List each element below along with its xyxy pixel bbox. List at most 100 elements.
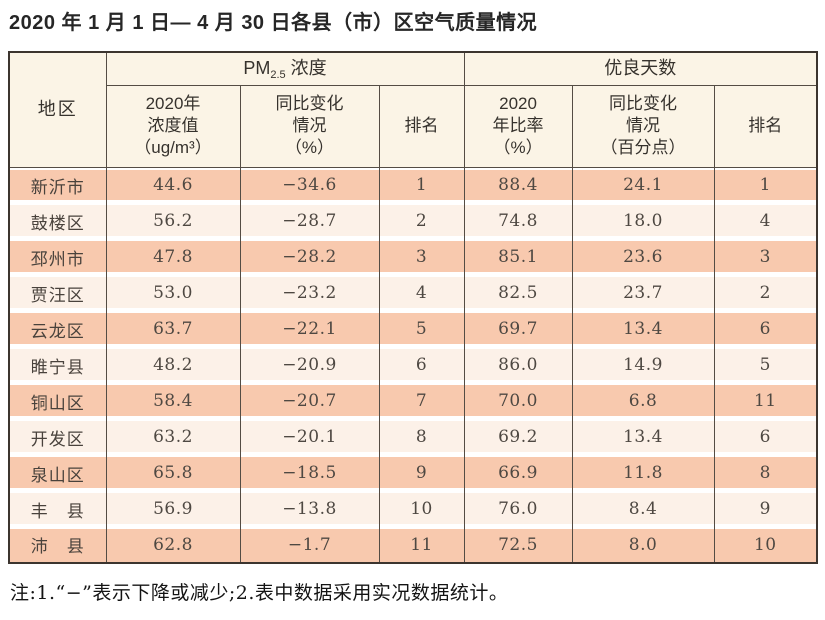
good-rank-cell: 3 xyxy=(713,239,818,275)
pm-change-cell: −1.7 xyxy=(239,527,380,563)
header-group-row: 地区 PM2.5 浓度 优良天数 xyxy=(8,51,818,168)
pm-value-cell: 65.8 xyxy=(105,455,241,491)
pm-rank-cell: 4 xyxy=(378,275,465,311)
good-ratio-cell: 82.5 xyxy=(463,275,573,311)
good-change-cell: 8.0 xyxy=(571,527,715,563)
pm-rank-cell: 11 xyxy=(378,527,465,563)
pm-value-cell: 56.9 xyxy=(105,491,241,527)
pm-rank-cell: 6 xyxy=(378,347,465,383)
region-cell: 铜山区 xyxy=(8,383,107,419)
col-header-good-rank: 排名 xyxy=(713,84,818,168)
col-header-good-change: 同比变化 情况 （百分点） xyxy=(571,84,715,168)
pm-change-cell: −20.9 xyxy=(239,347,380,383)
table-row: 泉山区 65.8 −18.5 9 66.9 11.8 8 xyxy=(8,455,818,491)
pm-change-cell: −20.7 xyxy=(239,383,380,419)
good-rank-cell: 9 xyxy=(713,491,818,527)
pm-value-cell: 62.8 xyxy=(105,527,241,563)
table-row: 新沂市 44.6 −34.6 1 88.4 24.1 1 xyxy=(8,167,818,203)
region-cell: 鼓楼区 xyxy=(8,203,107,239)
region-cell: 邳州市 xyxy=(8,239,107,275)
good-rank-cell: 11 xyxy=(713,383,818,419)
table-row: 开发区 63.2 −20.1 8 69.2 13.4 6 xyxy=(8,419,818,455)
table-header: 地区 PM2.5 浓度 优良天数 2020年 浓度值 （ug/m³） 同比变化 情… xyxy=(8,51,818,168)
good-rank-cell: 6 xyxy=(713,311,818,347)
pm-change-cell: −28.2 xyxy=(239,239,380,275)
pm-value-cell: 63.7 xyxy=(105,311,241,347)
good-change-cell: 23.7 xyxy=(571,275,715,311)
pm-rank-cell: 2 xyxy=(378,203,465,239)
region-cell: 泉山区 xyxy=(8,455,107,491)
region-cell: 贾汪区 xyxy=(8,275,107,311)
good-change-cell: 13.4 xyxy=(571,419,715,455)
good-change-cell: 8.4 xyxy=(571,491,715,527)
table-row: 睢宁县 48.2 −20.9 6 86.0 14.9 5 xyxy=(8,347,818,383)
table-row: 云龙区 63.7 −22.1 5 69.7 13.4 6 xyxy=(8,311,818,347)
pm-rank-cell: 7 xyxy=(378,383,465,419)
pm25-group-label: PM2.5 浓度 xyxy=(243,58,327,82)
pm-rank-cell: 9 xyxy=(378,455,465,491)
col-group-pm25: PM2.5 浓度 xyxy=(105,51,465,86)
region-cell: 丰 县 xyxy=(8,491,107,527)
col-header-region: 地区 xyxy=(8,51,107,168)
region-cell: 开发区 xyxy=(8,419,107,455)
col-header-pm-rank: 排名 xyxy=(378,84,465,168)
pm-rank-cell: 8 xyxy=(378,419,465,455)
pm-change-cell: −20.1 xyxy=(239,419,380,455)
good-ratio-cell: 72.5 xyxy=(463,527,573,563)
pm-rank-cell: 1 xyxy=(378,167,465,203)
pm-value-cell: 56.2 xyxy=(105,203,241,239)
pm-change-cell: −34.6 xyxy=(239,167,380,203)
good-rank-cell: 8 xyxy=(713,455,818,491)
pm-rank-cell: 5 xyxy=(378,311,465,347)
pm-rank-cell: 10 xyxy=(378,491,465,527)
good-rank-cell: 5 xyxy=(713,347,818,383)
good-ratio-cell: 66.9 xyxy=(463,455,573,491)
pm25-label-subscript: 2.5 xyxy=(270,69,286,82)
good-ratio-cell: 69.2 xyxy=(463,419,573,455)
page-title: 2020 年 1 月 1 日— 4 月 30 日各县（市）区空气质量情况 xyxy=(9,12,538,34)
table-row: 铜山区 58.4 −20.7 7 70.0 6.8 11 xyxy=(8,383,818,419)
col-header-pm-change: 同比变化 情况 （%） xyxy=(239,84,380,168)
region-cell: 新沂市 xyxy=(8,167,107,203)
pm25-label-text: PM xyxy=(243,58,271,79)
col-header-good-ratio: 2020 年比率 （%） xyxy=(463,84,573,168)
good-ratio-cell: 88.4 xyxy=(463,167,573,203)
document-page: 2020 年 1 月 1 日— 4 月 30 日各县（市）区空气质量情况 地区 … xyxy=(8,12,819,604)
good-ratio-cell: 70.0 xyxy=(463,383,573,419)
pm-value-cell: 44.6 xyxy=(105,167,241,203)
table-row: 沛 县 62.8 −1.7 11 72.5 8.0 10 xyxy=(8,527,818,563)
good-change-cell: 18.0 xyxy=(571,203,715,239)
good-ratio-cell: 74.8 xyxy=(463,203,573,239)
col-group-good-days: 优良天数 xyxy=(463,51,818,86)
table-row: 贾汪区 53.0 −23.2 4 82.5 23.7 2 xyxy=(8,275,818,311)
good-change-cell: 13.4 xyxy=(571,311,715,347)
air-quality-table: 地区 PM2.5 浓度 优良天数 2020年 浓度值 （ug/m³） 同比变化 情… xyxy=(8,51,819,564)
table-row: 丰 县 56.9 −13.8 10 76.0 8.4 9 xyxy=(8,491,818,527)
table-row: 邳州市 47.8 −28.2 3 85.1 23.6 3 xyxy=(8,239,818,275)
good-change-cell: 6.8 xyxy=(571,383,715,419)
pm-change-cell: −13.8 xyxy=(239,491,380,527)
good-rank-cell: 4 xyxy=(713,203,818,239)
region-cell: 云龙区 xyxy=(8,311,107,347)
footnote: 注:1.“−”表示下降或减少;2.表中数据采用实况数据统计。 xyxy=(10,582,509,604)
pm-value-cell: 58.4 xyxy=(105,383,241,419)
pm-change-cell: −18.5 xyxy=(239,455,380,491)
good-ratio-cell: 86.0 xyxy=(463,347,573,383)
good-ratio-cell: 85.1 xyxy=(463,239,573,275)
pm-value-cell: 53.0 xyxy=(105,275,241,311)
pm25-label-suffix: 浓度 xyxy=(290,58,327,79)
pm-value-cell: 47.8 xyxy=(105,239,241,275)
table-row: 鼓楼区 56.2 −28.7 2 74.8 18.0 4 xyxy=(8,203,818,239)
pm-value-cell: 63.2 xyxy=(105,419,241,455)
col-header-pm-value: 2020年 浓度值 （ug/m³） xyxy=(105,84,241,168)
good-rank-cell: 10 xyxy=(713,527,818,563)
pm-change-cell: −23.2 xyxy=(239,275,380,311)
good-change-cell: 14.9 xyxy=(571,347,715,383)
good-change-cell: 11.8 xyxy=(571,455,715,491)
region-cell: 睢宁县 xyxy=(8,347,107,383)
good-rank-cell: 6 xyxy=(713,419,818,455)
good-rank-cell: 2 xyxy=(713,275,818,311)
region-cell: 沛 县 xyxy=(8,527,107,563)
pm-rank-cell: 3 xyxy=(378,239,465,275)
table-body: 新沂市 44.6 −34.6 1 88.4 24.1 1 鼓楼区 56.2 −28.7 2 74.8 1… xyxy=(8,167,818,563)
